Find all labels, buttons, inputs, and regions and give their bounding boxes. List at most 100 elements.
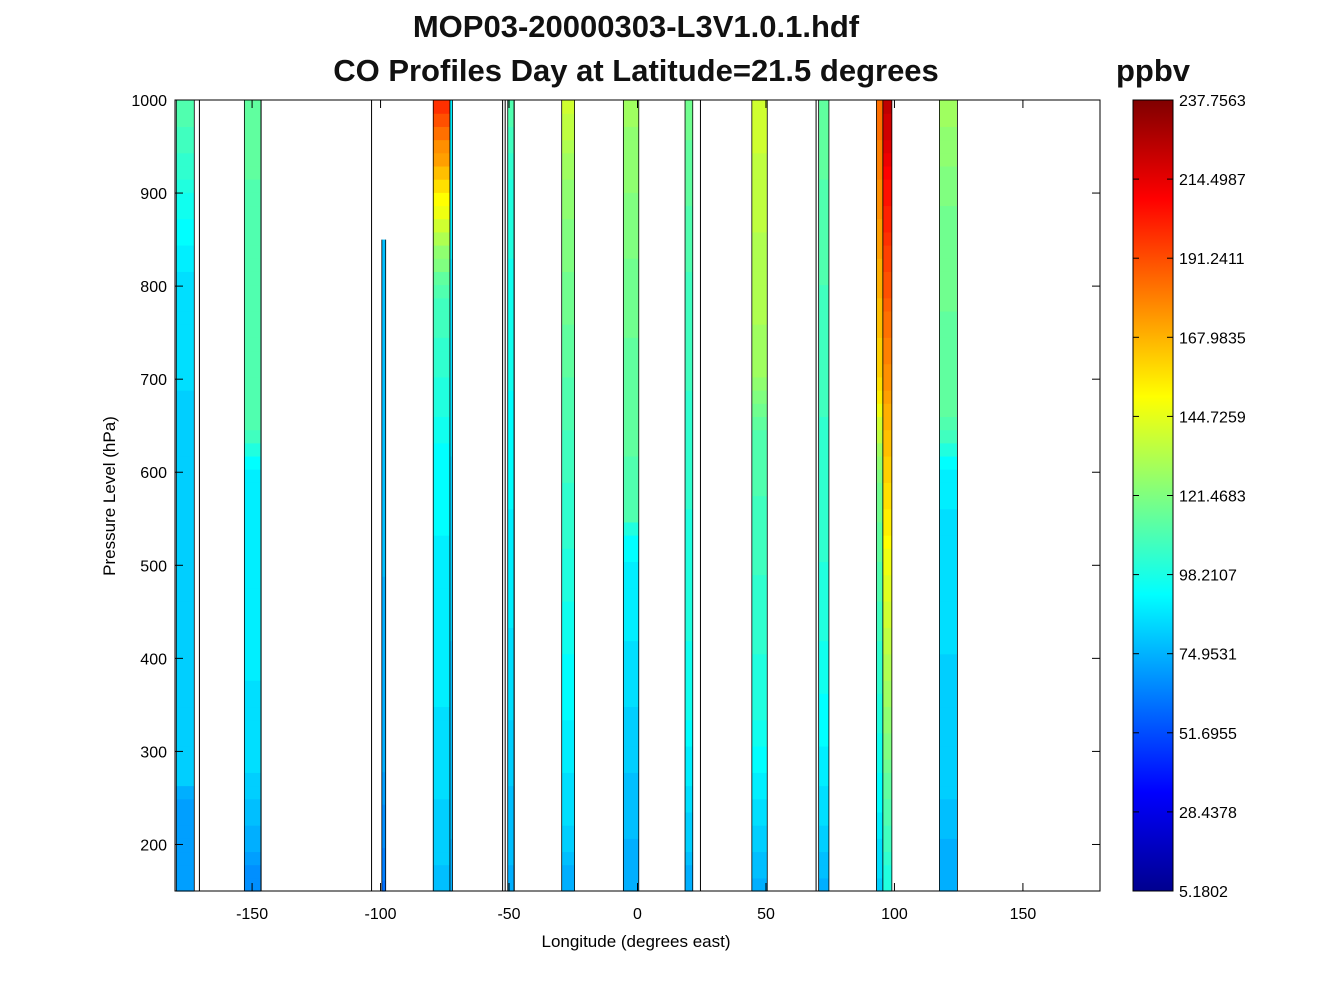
profile-cell bbox=[623, 719, 639, 734]
profile-cell bbox=[876, 218, 883, 233]
profile-cell bbox=[751, 759, 768, 773]
profile-cell bbox=[876, 271, 883, 286]
colorbar-tick-label: 51.6955 bbox=[1179, 726, 1237, 743]
y-axis-label: Pressure Level (hPa) bbox=[100, 416, 119, 576]
profile-cell bbox=[751, 653, 768, 668]
profile-cell bbox=[818, 126, 829, 141]
profile-cell bbox=[623, 337, 639, 352]
profile-cell bbox=[507, 521, 515, 536]
profile-cell bbox=[751, 587, 768, 602]
profile-column bbox=[882, 100, 893, 892]
profile-cell bbox=[176, 851, 195, 866]
profile-cell bbox=[623, 442, 639, 457]
profile-cell bbox=[507, 785, 515, 800]
profile-cell bbox=[939, 231, 958, 246]
profile-cell bbox=[507, 363, 515, 378]
profile-cell bbox=[449, 284, 453, 299]
profile-cell bbox=[818, 574, 829, 589]
profile-cell bbox=[818, 324, 829, 338]
profile-cell bbox=[433, 600, 450, 615]
profile-cell bbox=[561, 429, 575, 444]
profile-cell bbox=[561, 798, 575, 813]
profile-cell bbox=[381, 576, 386, 588]
profile-cell bbox=[176, 785, 195, 800]
profile-cell bbox=[244, 284, 262, 299]
profile-cell bbox=[244, 745, 262, 760]
profile-cell bbox=[623, 535, 639, 549]
profile-cell bbox=[876, 350, 883, 365]
profile-cell bbox=[381, 511, 386, 523]
profile-cell bbox=[244, 126, 262, 141]
profile-cell bbox=[876, 693, 883, 708]
profile-cell bbox=[433, 469, 450, 483]
profile-cell bbox=[882, 337, 892, 352]
profile-cell bbox=[381, 608, 386, 621]
profile-cell bbox=[244, 706, 262, 721]
profile-cell bbox=[176, 653, 195, 668]
profile-cell bbox=[176, 139, 195, 154]
profile-cell bbox=[244, 165, 262, 180]
profile-cell bbox=[561, 772, 575, 787]
profile-cell bbox=[685, 297, 693, 312]
profile-cell bbox=[751, 825, 768, 839]
profile-cell bbox=[751, 614, 768, 628]
profile-cell bbox=[561, 877, 575, 892]
colorbar-title: ppbv bbox=[1116, 53, 1191, 88]
profile-cell bbox=[876, 179, 883, 193]
profile-cell bbox=[449, 218, 453, 233]
profile-cell bbox=[876, 100, 883, 114]
profile-cell bbox=[176, 469, 195, 483]
profile-cell bbox=[818, 179, 829, 193]
profile-cell bbox=[381, 706, 386, 718]
profile-cell bbox=[449, 297, 453, 312]
colorbar-ticks: 5.1802 28.4378 51.6955 74.9531 98.2107 121.46… bbox=[1133, 93, 1246, 901]
profile-cell bbox=[507, 653, 515, 668]
profile-cell bbox=[685, 390, 693, 404]
profile-cell bbox=[623, 508, 639, 523]
profile-cell bbox=[381, 304, 386, 317]
profile-cell bbox=[818, 732, 829, 747]
profile-cell bbox=[507, 693, 515, 708]
profile-cell bbox=[876, 745, 883, 760]
profile-cell bbox=[876, 719, 883, 734]
profile-cell bbox=[818, 350, 829, 365]
profile-cell bbox=[623, 561, 639, 576]
profile-cell bbox=[433, 495, 450, 510]
profile-cell bbox=[381, 478, 386, 490]
profile-cell bbox=[751, 745, 768, 760]
profile-cell bbox=[882, 442, 892, 457]
profile-cell bbox=[176, 825, 195, 839]
profile-cell bbox=[751, 297, 768, 312]
profile-cell bbox=[433, 666, 450, 681]
profile-cell bbox=[433, 693, 450, 708]
profile-column bbox=[243, 100, 262, 892]
profile-cell bbox=[939, 165, 958, 180]
profile-cell bbox=[507, 482, 515, 497]
profile-cell bbox=[433, 165, 450, 180]
profile-cell bbox=[244, 390, 262, 404]
profile-cell bbox=[818, 495, 829, 510]
profile-cell bbox=[623, 614, 639, 628]
profile-cell bbox=[176, 113, 195, 127]
profile-cell bbox=[176, 297, 195, 312]
profile-cell bbox=[751, 772, 768, 787]
profile-cell bbox=[818, 297, 829, 312]
profile-cell bbox=[882, 627, 892, 642]
profile-cell bbox=[449, 653, 453, 668]
profile-cell bbox=[433, 403, 450, 417]
profile-cell bbox=[507, 732, 515, 747]
profile-column bbox=[507, 100, 515, 892]
profile-cell bbox=[751, 179, 768, 193]
profile-cell bbox=[561, 482, 575, 497]
profile-cell bbox=[507, 666, 515, 681]
profile-cell bbox=[176, 126, 195, 141]
profile-cell bbox=[381, 597, 386, 610]
profile-cell bbox=[244, 548, 262, 563]
x-tick-label: 0 bbox=[633, 906, 642, 923]
profile-cell bbox=[176, 179, 195, 193]
profile-cell bbox=[685, 245, 693, 259]
profile-cell bbox=[561, 627, 575, 642]
profile-cell bbox=[685, 469, 693, 483]
profile-cell bbox=[433, 785, 450, 800]
y-tick-label: 800 bbox=[140, 279, 167, 296]
